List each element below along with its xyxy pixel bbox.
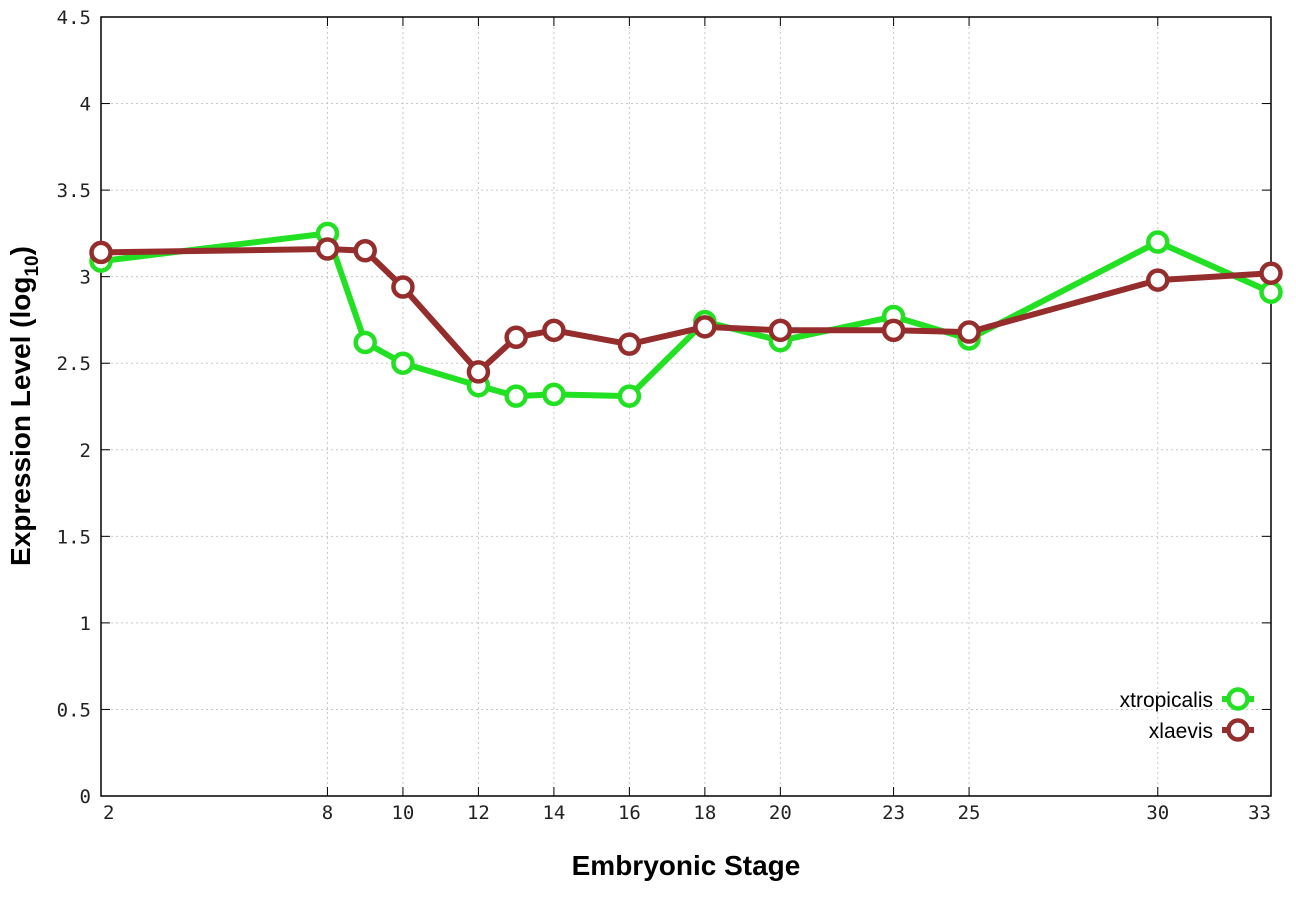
legend-label-xlaevis: xlaevis xyxy=(1149,720,1213,743)
x-tick-label: 20 xyxy=(769,802,792,824)
tick-marks xyxy=(100,16,1272,797)
y-axis-title-close: ) xyxy=(5,246,36,255)
data-point-xlaevis xyxy=(315,237,340,261)
data-point-xtropicalis xyxy=(504,384,528,408)
y-tick-label: 2.5 xyxy=(57,353,91,375)
y-tick-label: 0.5 xyxy=(57,699,91,721)
x-tick-label: 33 xyxy=(1248,802,1271,824)
y-tick-label: 1.5 xyxy=(57,526,91,548)
x-tick-label: 25 xyxy=(958,802,981,824)
data-point-xtropicalis xyxy=(353,330,377,355)
series-xlaevis xyxy=(89,237,1283,384)
y-tick-label: 3 xyxy=(80,267,91,289)
data-point-xtropicalis xyxy=(1259,280,1283,304)
series-line-xlaevis xyxy=(100,246,1272,375)
x-tick-label: 8 xyxy=(322,802,333,824)
data-point-xlaevis xyxy=(89,240,113,265)
x-tick-label: 23 xyxy=(882,802,905,824)
y-tick-labels: 0 0.5 1 1.5 2 2.5 3 3.5 4 4.5 xyxy=(57,7,91,808)
y-axis-title: Expression Level (log10) xyxy=(5,246,43,566)
data-point-xlaevis xyxy=(466,360,491,384)
x-tick-labels: 2 8 10 12 14 16 18 20 23 25 30 33 xyxy=(103,802,1271,824)
x-tick-label: 18 xyxy=(693,802,716,824)
data-point-xtropicalis xyxy=(617,384,642,408)
y-tick-label: 2 xyxy=(80,440,91,462)
series-layer xyxy=(89,221,1283,408)
x-tick-label: 12 xyxy=(467,802,490,824)
legend-label-xtropicalis: xtropicalis xyxy=(1120,689,1213,712)
x-axis-title: Embryonic Stage xyxy=(572,850,801,881)
y-tick-label: 0 xyxy=(80,786,91,808)
data-point-xlaevis xyxy=(542,318,566,343)
legend: xtropicalis xlaevis xyxy=(1120,687,1254,743)
y-axis-title-main: Expression Level (log xyxy=(5,277,36,566)
data-point-xlaevis xyxy=(391,275,415,299)
data-point-xlaevis xyxy=(504,325,528,350)
data-point-xtropicalis xyxy=(542,382,566,407)
legend-entry-xlaevis: xlaevis xyxy=(1149,718,1254,743)
y-tick-label: 4.5 xyxy=(57,7,91,29)
grid-lines xyxy=(101,17,1271,796)
series-line-xtropicalis xyxy=(100,230,1273,400)
data-point-xtropicalis xyxy=(391,351,415,375)
x-tick-label: 16 xyxy=(618,802,641,824)
data-point-xlaevis xyxy=(881,318,906,343)
legend-swatch-marker-xtropicalis xyxy=(1226,687,1250,711)
legend-entry-xtropicalis: xtropicalis xyxy=(1120,687,1254,712)
data-point-xlaevis xyxy=(617,332,642,356)
data-point-xtropicalis xyxy=(1146,230,1170,254)
x-tick-label: 30 xyxy=(1146,802,1169,824)
data-point-xlaevis xyxy=(957,320,981,344)
data-point-xlaevis xyxy=(1146,268,1170,292)
plot-frame xyxy=(100,16,1272,797)
x-tick-label: 2 xyxy=(103,802,114,824)
data-point-xlaevis xyxy=(693,315,717,339)
x-tick-label: 10 xyxy=(391,802,414,824)
y-tick-label: 1 xyxy=(80,613,91,635)
y-tick-label: 4 xyxy=(80,94,91,116)
data-point-xlaevis xyxy=(353,238,377,263)
data-point-xlaevis xyxy=(1259,261,1283,285)
x-tick-label: 14 xyxy=(542,802,565,824)
data-point-xlaevis xyxy=(768,318,793,343)
y-tick-label: 3.5 xyxy=(57,180,91,202)
y-axis-title-subscript: 10 xyxy=(22,255,43,276)
legend-swatch-marker-xlaevis xyxy=(1226,718,1250,742)
